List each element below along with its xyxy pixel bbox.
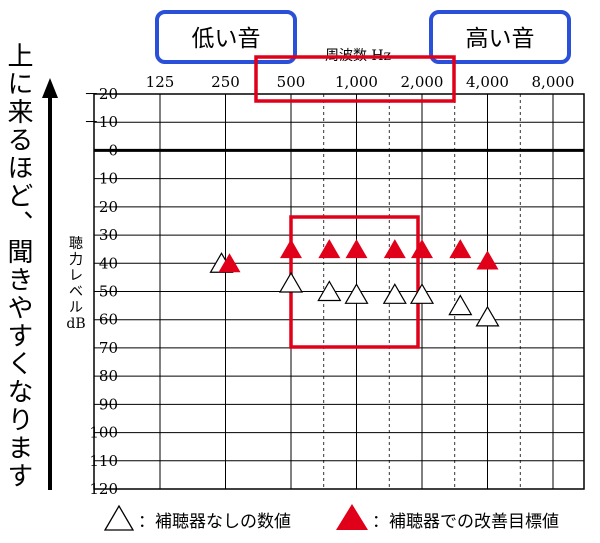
y-axis-label-char: ベ [69, 284, 83, 300]
legend-with-aid: ：補聴器での改善目標値 [372, 512, 559, 532]
point-with-aid [449, 239, 472, 259]
y-tick-label: 80 [99, 367, 118, 385]
y-tick-label: 30 [99, 226, 118, 244]
y-tick-label: －20 [84, 85, 118, 103]
y-tick-label: －10 [84, 113, 118, 131]
legend-open-triangle-icon [103, 504, 135, 531]
low-sound-box [155, 10, 297, 64]
y-tick-label: 60 [99, 311, 118, 329]
x-tick-label: 250 [211, 73, 240, 91]
low-sound-label: 低い音 [192, 26, 261, 52]
point-without-aid [278, 271, 304, 293]
y-tick-label: 100 [89, 424, 118, 442]
y-tick-label: 110 [89, 452, 118, 470]
chart-grid [93, 93, 585, 490]
point-without-aid [448, 294, 473, 316]
x-tick-labels: 125 250 500 1,000 2,000 4,000 8,000 [146, 73, 575, 91]
y-tick-label: 40 [99, 254, 118, 272]
y-tick-labels: －20 －10 0 10 20 30 40 50 60 70 80 90 100 110 120 [84, 85, 118, 498]
y-tick-label: 10 [99, 170, 118, 188]
point-with-aid [383, 239, 406, 259]
side-caption: 上に来るほど、聞きやすくなります [3, 42, 33, 490]
y-axis-label-char: 聴 [69, 236, 83, 252]
x-tick-label: 1,000 [335, 73, 378, 91]
x-tick-label: 500 [277, 73, 306, 91]
y-tick-label: 0 [108, 141, 118, 159]
y-axis-label-char: 力 [69, 252, 83, 268]
up-arrow-head [42, 78, 58, 98]
point-without-aid [317, 280, 342, 302]
point-with-aid [318, 239, 341, 259]
data-points [209, 239, 500, 327]
point-without-aid [382, 283, 407, 304]
high-sound-label: 高い音 [466, 26, 535, 52]
y-tick-label: 70 [99, 339, 118, 357]
point-with-aid [476, 250, 499, 270]
legend-filled-triangle-icon [336, 504, 368, 530]
point-with-aid [218, 253, 241, 273]
point-with-aid [280, 239, 302, 259]
high-sound-box [429, 10, 571, 64]
point-without-aid [409, 283, 435, 304]
x-tick-label: 8,000 [532, 73, 575, 91]
legend-without-aid: ：補聴器なしの数値 [138, 512, 291, 532]
point-with-aid [345, 239, 368, 259]
y-axis-label-char: ル [69, 300, 83, 316]
x-tick-label: 2,000 [401, 73, 444, 91]
x-tick-label: 125 [146, 73, 175, 91]
x-tick-label: 4,000 [466, 73, 509, 91]
point-without-aid [475, 305, 500, 327]
y-tick-label: 20 [99, 198, 118, 216]
y-tick-label: 90 [99, 395, 118, 413]
point-with-aid [411, 239, 433, 259]
point-without-aid [344, 283, 369, 304]
y-axis-label-char: dB [66, 316, 85, 332]
y-axis-label-char: レ [69, 268, 83, 284]
frequency-highlight-box [254, 55, 456, 103]
improvement-highlight-box [289, 215, 420, 349]
y-tick-label: 120 [89, 480, 118, 498]
y-tick-label: 50 [99, 283, 118, 301]
